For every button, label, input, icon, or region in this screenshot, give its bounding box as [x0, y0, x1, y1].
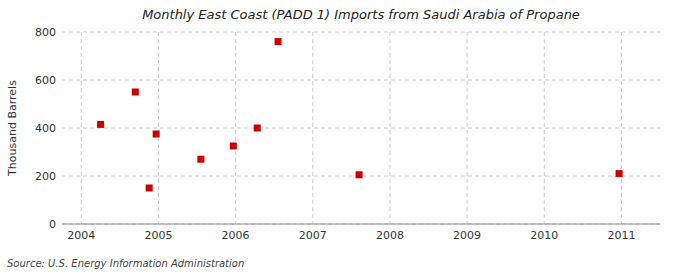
- x-grid-line: [544, 32, 545, 224]
- x-grid-line: [621, 32, 622, 224]
- point: [132, 89, 139, 96]
- x-axis-line: [62, 224, 660, 225]
- chart: Monthly East Coast (PADD 1) Imports from…: [0, 0, 675, 275]
- source-annotation: Source: U.S. Energy Information Administ…: [7, 258, 244, 269]
- title: Monthly East Coast (PADD 1) Imports from…: [142, 7, 580, 22]
- x-grid-line: [158, 32, 159, 224]
- x-grid-line: [312, 32, 313, 224]
- y-axis-label: Thousand Barrels: [6, 80, 19, 177]
- y-grid-line: [62, 32, 660, 33]
- x-tick-label: 2008: [376, 229, 404, 242]
- x-grid-line: [235, 32, 236, 224]
- y-grid-line: [62, 128, 660, 129]
- y-tick-label: 800: [35, 26, 56, 39]
- y-grid-line: [62, 224, 660, 225]
- grid: [62, 32, 660, 224]
- point: [97, 121, 104, 128]
- point: [153, 131, 160, 138]
- point: [146, 185, 153, 192]
- y-grid-line: [62, 80, 660, 81]
- point: [254, 125, 261, 132]
- x-tick-label: 2007: [299, 229, 327, 242]
- point: [230, 143, 237, 150]
- x-tick-label: 2009: [453, 229, 481, 242]
- x-grid-line: [389, 32, 390, 224]
- point: [616, 170, 623, 177]
- point: [275, 38, 282, 45]
- x-tick-label: 2011: [607, 229, 635, 242]
- x-grid-line: [467, 32, 468, 224]
- x-tick-label: 2006: [222, 229, 250, 242]
- y-tick-label: 600: [35, 74, 56, 87]
- x-grid-line: [81, 32, 82, 224]
- points: [97, 38, 623, 191]
- x-tick-label: 2005: [144, 229, 172, 242]
- point: [197, 156, 204, 163]
- point: [356, 171, 363, 178]
- y-tick-label: 400: [35, 122, 56, 135]
- y-tick-label: 200: [35, 170, 56, 183]
- y-tick-label: 0: [49, 218, 56, 231]
- x-tick-label: 2010: [530, 229, 558, 242]
- x-tick-label: 2004: [67, 229, 95, 242]
